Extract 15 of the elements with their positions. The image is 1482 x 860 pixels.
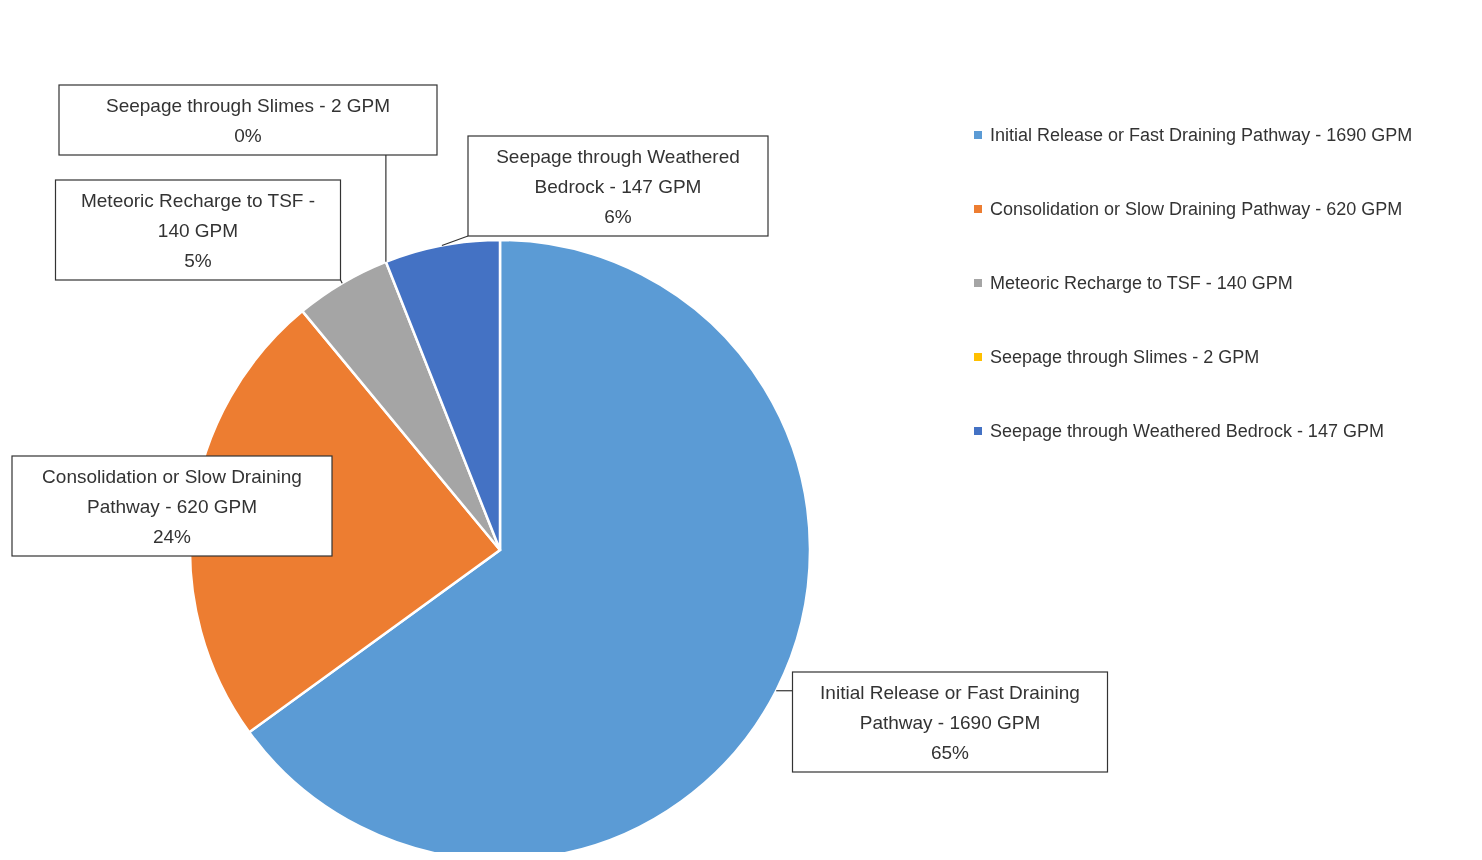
slice-label: Consolidation or Slow Draining Pathway - 620 GPM xyxy=(42,465,302,517)
legend-label: Meteoric Recharge to TSF - 140 GPM xyxy=(990,272,1293,294)
data-label: 65% xyxy=(930,741,970,763)
data-label: 24% xyxy=(152,525,192,547)
legend-label: Seepage through Slimes - 2 GPM xyxy=(990,346,1260,368)
data-label: 6% xyxy=(604,205,632,227)
legend-label: Initial Release or Fast Draining Pathway - 1690 GPM xyxy=(990,124,1413,146)
slice-label: Meteoric Recharge to TSF - 140 GPM xyxy=(80,189,316,241)
legend-label: Seepage through Weathered Bedrock - 147 GPM xyxy=(990,420,1384,442)
data-label: 5% xyxy=(184,249,212,271)
text: 0% xyxy=(234,124,262,146)
slice-label: Seepage through Weathered Bedrock - 147 GPM xyxy=(496,145,740,197)
slice-label: Initial Release or Fast Draining Pathway - 1690 GPM xyxy=(820,681,1080,733)
legend-label: Consolidation or Slow Draining Pathway - 620 GPM xyxy=(990,198,1403,220)
category-label: Seepage through Slimes - 2 GPM xyxy=(105,94,391,116)
